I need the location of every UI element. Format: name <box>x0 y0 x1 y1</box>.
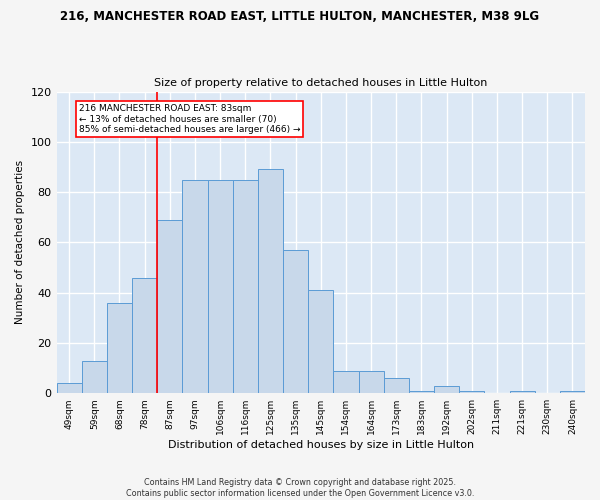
Bar <box>509 390 535 393</box>
Bar <box>434 386 459 393</box>
Bar <box>107 302 132 393</box>
X-axis label: Distribution of detached houses by size in Little Hulton: Distribution of detached houses by size … <box>168 440 474 450</box>
Y-axis label: Number of detached properties: Number of detached properties <box>15 160 25 324</box>
Text: 216 MANCHESTER ROAD EAST: 83sqm
← 13% of detached houses are smaller (70)
85% of: 216 MANCHESTER ROAD EAST: 83sqm ← 13% of… <box>79 104 301 134</box>
Bar <box>459 390 484 393</box>
Bar <box>182 180 208 393</box>
Bar <box>308 290 334 393</box>
Text: 216, MANCHESTER ROAD EAST, LITTLE HULTON, MANCHESTER, M38 9LG: 216, MANCHESTER ROAD EAST, LITTLE HULTON… <box>61 10 539 23</box>
Bar <box>233 180 258 393</box>
Bar <box>560 390 585 393</box>
Bar <box>383 378 409 393</box>
Bar <box>409 390 434 393</box>
Bar <box>283 250 308 393</box>
Bar <box>82 360 107 393</box>
Bar <box>258 170 283 393</box>
Text: Contains HM Land Registry data © Crown copyright and database right 2025.
Contai: Contains HM Land Registry data © Crown c… <box>126 478 474 498</box>
Title: Size of property relative to detached houses in Little Hulton: Size of property relative to detached ho… <box>154 78 487 88</box>
Bar <box>56 383 82 393</box>
Bar <box>359 370 383 393</box>
Bar <box>334 370 359 393</box>
Bar <box>208 180 233 393</box>
Bar <box>132 278 157 393</box>
Bar <box>157 220 182 393</box>
